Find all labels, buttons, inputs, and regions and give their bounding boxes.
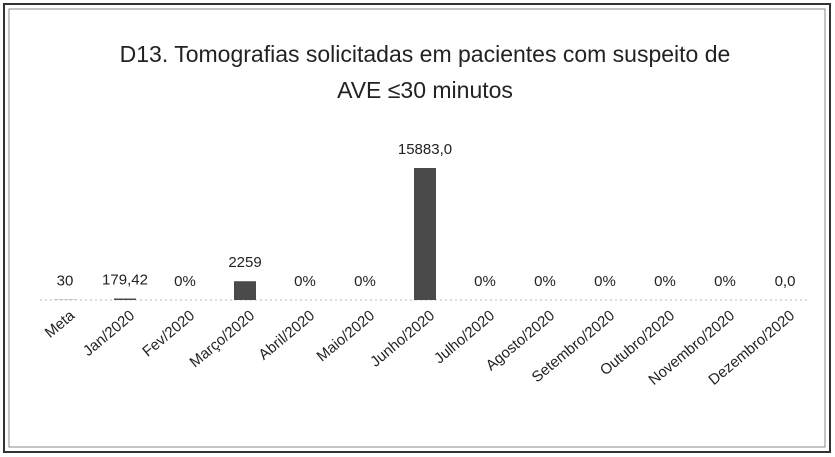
value-label: 0% bbox=[354, 273, 376, 290]
inner-frame bbox=[8, 8, 826, 448]
value-label: 0% bbox=[594, 273, 616, 290]
x-tick-label: Abril/2020 bbox=[255, 307, 318, 363]
x-tick-label: Meta bbox=[42, 307, 79, 342]
value-label: 0% bbox=[474, 273, 496, 290]
value-label: 179,42 bbox=[102, 271, 148, 288]
chart-title: D13. Tomografias solicitadas em paciente… bbox=[119, 41, 731, 103]
value-label: 0,0 bbox=[775, 273, 796, 290]
value-label: 0% bbox=[714, 273, 736, 290]
x-tick-label: Fev/2020 bbox=[139, 307, 198, 360]
value-label: 0% bbox=[174, 273, 196, 290]
x-tick-label: Jan/2020 bbox=[80, 307, 138, 360]
x-tick-label: Março/2020 bbox=[187, 307, 259, 371]
bar bbox=[114, 298, 136, 300]
frame bbox=[3, 3, 831, 453]
value-label: 0% bbox=[654, 273, 676, 290]
x-tick-label: Junho/2020 bbox=[367, 307, 438, 370]
value-label: 0% bbox=[534, 273, 556, 290]
value-label: 15883,0 bbox=[398, 141, 452, 158]
value-label: 0% bbox=[294, 273, 316, 290]
bar bbox=[414, 168, 436, 300]
bar bbox=[234, 281, 256, 300]
value-label: 2259 bbox=[228, 254, 261, 271]
value-label: 30 bbox=[57, 273, 74, 290]
